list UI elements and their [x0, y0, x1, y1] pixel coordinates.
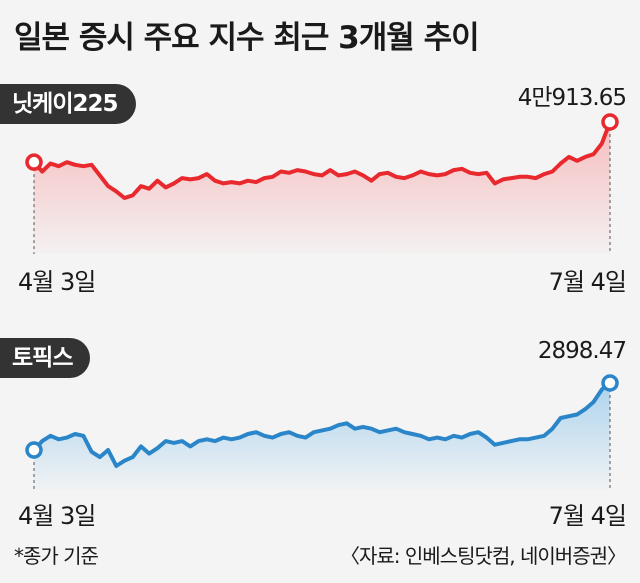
nikkei-end-value: 4만913.65 [517, 85, 627, 111]
nikkei-series-line [32, 120, 612, 200]
source-note: 〈자료: 인베스팅닷컴, 네이버증권〉 [339, 544, 627, 568]
topix-chart [25, 374, 619, 490]
nikkei-area [34, 122, 610, 254]
chart-title: 일본 증시 주요 지수 최근 3개월 추이 [14, 20, 480, 56]
topix-end-date: 7월 4일 [548, 502, 627, 530]
topix-start-point [25, 441, 43, 459]
topix-label: 토픽스 [0, 338, 91, 378]
nikkei-chart [25, 113, 619, 254]
nikkei-end-point [601, 113, 619, 131]
topix-area [34, 383, 610, 490]
topix-end-point [601, 374, 619, 392]
nikkei-start-date: 4월 3일 [18, 268, 96, 296]
topix-end-value: 2898.47 [537, 338, 627, 364]
nikkei-end-date: 7월 4일 [548, 268, 627, 296]
topix-start-date: 4월 3일 [18, 502, 96, 530]
nikkei-label: 닛케이225 [0, 84, 136, 124]
footnote: *종가 기준 [14, 544, 99, 568]
nikkei-start-point [25, 153, 43, 171]
topix-series-line [32, 381, 612, 468]
